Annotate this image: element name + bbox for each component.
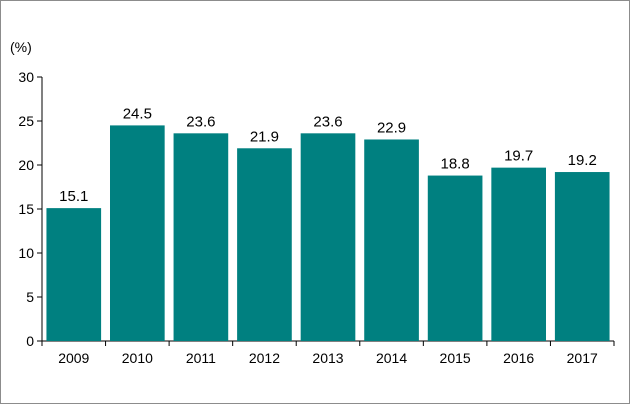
y-unit-label: (%) bbox=[10, 39, 32, 55]
y-tick-label: 15 bbox=[18, 201, 34, 217]
data-label: 15.1 bbox=[59, 188, 88, 205]
y-tick-label: 20 bbox=[18, 157, 34, 173]
x-axis: 2009 2010 2011 2012 2013 2014 2015 2016 2017 bbox=[41, 340, 615, 366]
bar bbox=[110, 125, 165, 342]
data-label: 23.6 bbox=[186, 113, 215, 130]
x-tick-label: 2013 bbox=[312, 350, 343, 366]
x-tick-label: 2015 bbox=[440, 350, 471, 366]
y-tick-label: 10 bbox=[18, 245, 34, 261]
bar bbox=[491, 167, 546, 341]
x-tick-label: 2017 bbox=[567, 350, 598, 366]
y-tick-label: 0 bbox=[26, 333, 34, 349]
y-tick-label: 30 bbox=[18, 69, 34, 85]
bar bbox=[300, 133, 356, 341]
data-labels: 15.1 24.5 23.6 21.9 23.6 22.9 18.8 19.7 19.2 bbox=[59, 105, 597, 205]
x-tick-label: 2009 bbox=[58, 350, 89, 366]
y-axis: 0 5 10 15 20 25 30 bbox=[18, 69, 43, 349]
bar-series bbox=[46, 125, 610, 342]
x-tick-label: 2010 bbox=[122, 350, 153, 366]
x-tick-label: 2014 bbox=[376, 350, 407, 366]
x-tick-label: 2016 bbox=[503, 350, 534, 366]
x-tick-label: 2012 bbox=[249, 350, 280, 366]
data-label: 22.9 bbox=[377, 119, 406, 136]
bar bbox=[173, 133, 229, 341]
bar bbox=[364, 139, 419, 341]
data-label: 21.9 bbox=[250, 128, 279, 145]
y-tick-label: 25 bbox=[18, 113, 34, 129]
data-label: 19.2 bbox=[568, 152, 597, 169]
bar bbox=[427, 175, 483, 341]
x-tick-label: 2011 bbox=[186, 350, 216, 366]
bar bbox=[554, 172, 610, 341]
data-label: 23.6 bbox=[313, 113, 342, 130]
data-label: 24.5 bbox=[123, 105, 152, 122]
data-label: 19.7 bbox=[504, 148, 533, 165]
y-tick-label: 5 bbox=[26, 289, 34, 305]
bar bbox=[237, 148, 292, 341]
bar bbox=[46, 208, 102, 341]
data-label: 18.8 bbox=[441, 156, 470, 173]
